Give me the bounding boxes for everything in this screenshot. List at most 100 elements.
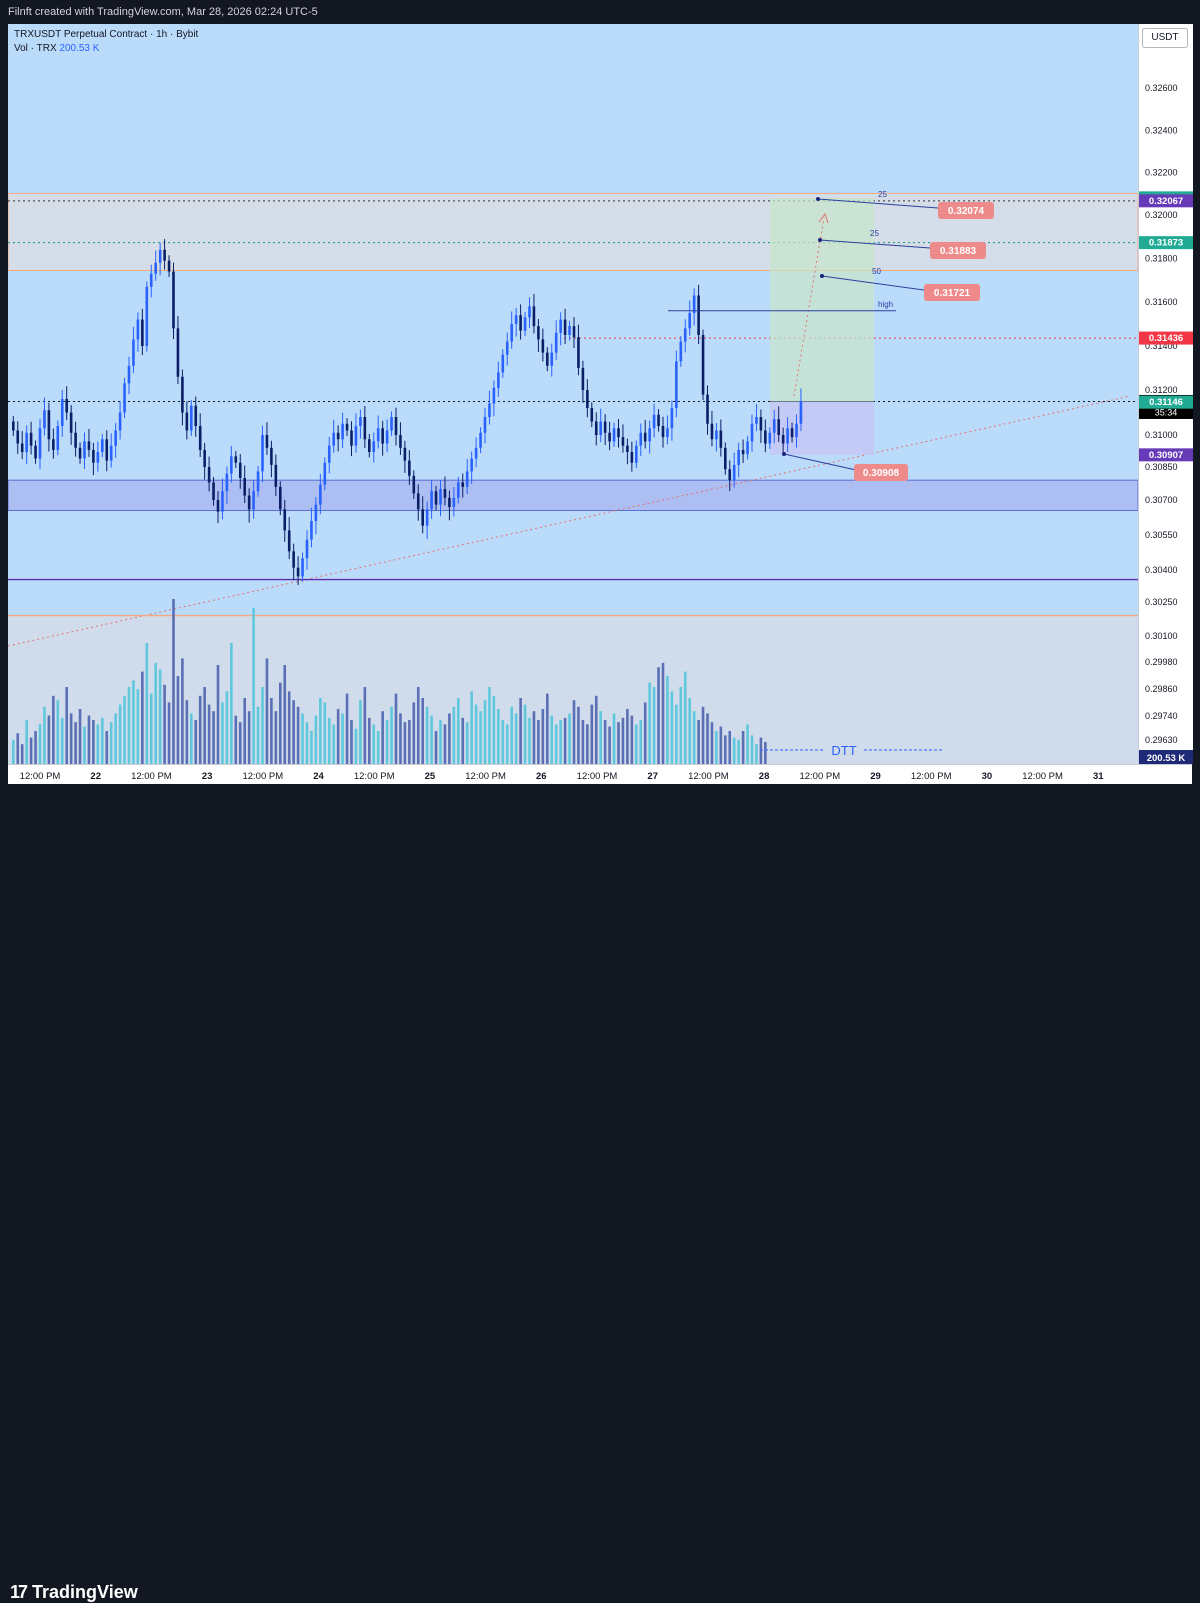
candle-body	[795, 423, 798, 438]
price-tick-label: 0.29740	[1145, 711, 1178, 721]
time-tick-label: 12:00 PM	[911, 771, 952, 782]
time-axis[interactable]: 12:00 PM 22 12:00 PM 23 12:00 PM 24 12:00 PM 25…	[8, 764, 1192, 785]
volume-bar	[65, 687, 68, 764]
candle-body	[461, 482, 465, 487]
volume-bar	[167, 702, 171, 764]
volume-bar	[474, 704, 478, 764]
volume-bar	[287, 691, 291, 764]
volume-bar	[234, 715, 238, 764]
candle-body	[270, 447, 273, 465]
candle-body	[768, 432, 772, 444]
tradingview-logo[interactable]: 17 TradingView	[10, 1582, 138, 1603]
candle-body	[207, 467, 211, 483]
candle-body	[345, 423, 349, 431]
candle-body	[256, 471, 260, 492]
volume-bar	[43, 706, 46, 764]
volume-bar	[163, 684, 166, 764]
callout-anchor	[782, 452, 786, 456]
candle-body	[87, 441, 91, 450]
candle-body	[452, 497, 456, 507]
volume-bar	[225, 691, 229, 764]
volume-bar	[505, 724, 509, 764]
volume-bar	[577, 706, 580, 764]
volume-bar	[416, 687, 420, 764]
price-label-text: 0.31436	[1149, 333, 1183, 344]
candle-body	[470, 458, 473, 472]
candle-body	[105, 439, 109, 461]
volume-bar	[732, 737, 736, 764]
candle-body	[626, 445, 629, 453]
volume-bar	[323, 702, 327, 764]
volume-bar	[759, 737, 763, 764]
volume-bar	[470, 691, 473, 764]
candle-body	[501, 354, 505, 373]
candle-body	[764, 430, 767, 444]
candle-body	[265, 435, 269, 448]
candle-body	[737, 449, 740, 465]
volume-bar	[568, 713, 571, 764]
volume-bar	[336, 709, 340, 764]
candle-body	[679, 341, 683, 362]
candle-body	[599, 421, 602, 435]
volume-bar	[314, 715, 318, 764]
volume-bar	[501, 720, 505, 764]
candle-body	[181, 376, 184, 413]
volume-bar	[109, 722, 113, 764]
currency-button[interactable]: USDT	[1142, 28, 1188, 48]
volume-bar	[385, 720, 389, 764]
candle-body	[296, 567, 300, 577]
candle-body	[559, 319, 562, 333]
volume-bar	[256, 706, 260, 764]
candle-body	[590, 408, 594, 422]
callout-leader	[817, 198, 939, 209]
price-countdown: 35:34	[1155, 407, 1178, 417]
volume-bar	[626, 709, 629, 764]
candle-body	[550, 352, 554, 366]
volume-bar	[710, 722, 714, 764]
volume-bar	[25, 720, 28, 764]
candle-body	[528, 306, 531, 318]
price-tick-label: 0.30700	[1145, 495, 1178, 505]
candle-body	[310, 521, 313, 540]
candle-body	[572, 326, 576, 338]
volume-bar	[354, 728, 358, 764]
price-axis[interactable]: 0.32600 0.32400 0.32200 0.32000 0.31800 0.316…	[1138, 24, 1193, 764]
candle-body	[221, 491, 224, 512]
chart-area[interactable]: 25 0.32074 25 0.31883 50 0.31721 high 0.30908 DT…	[8, 24, 1138, 764]
tradingview-logo-icon: 17	[10, 1582, 28, 1602]
callout-leader	[819, 239, 931, 249]
volume-bar	[737, 739, 740, 764]
price-tick-label: 0.30400	[1145, 565, 1178, 575]
volume-bar	[683, 671, 687, 764]
candle-body	[719, 430, 723, 448]
volume-bar	[554, 724, 558, 764]
candle-body	[630, 452, 634, 463]
volume-bar	[688, 698, 691, 764]
time-tick-label: 28	[759, 771, 770, 782]
volume-bar	[38, 724, 42, 764]
time-tick-label: 24	[313, 771, 324, 782]
time-tick-label: 12:00 PM	[577, 771, 618, 782]
volume-bar	[661, 662, 665, 764]
candle-body	[252, 491, 255, 510]
chart-caption: Filnft created with TradingView.com, Mar…	[8, 6, 318, 18]
candle-body	[101, 439, 104, 453]
volume-bar	[283, 665, 287, 764]
candle-body	[92, 449, 95, 463]
candle-body	[127, 365, 131, 384]
candle-body	[243, 478, 246, 496]
volume-bar	[181, 658, 184, 764]
price-tick-label: 0.30550	[1145, 530, 1178, 540]
candle-body	[568, 326, 571, 335]
volume-bar	[381, 711, 384, 764]
volume-bar	[12, 739, 15, 764]
candle-body	[643, 432, 647, 442]
candle-body	[279, 486, 282, 510]
volume-bar	[87, 715, 91, 764]
price-tick-label: 0.31800	[1145, 254, 1178, 264]
candle-body	[648, 428, 651, 442]
candle-body	[523, 317, 527, 331]
volume-bar	[118, 704, 122, 764]
volume-bar	[363, 687, 367, 764]
candle-body	[670, 408, 674, 429]
